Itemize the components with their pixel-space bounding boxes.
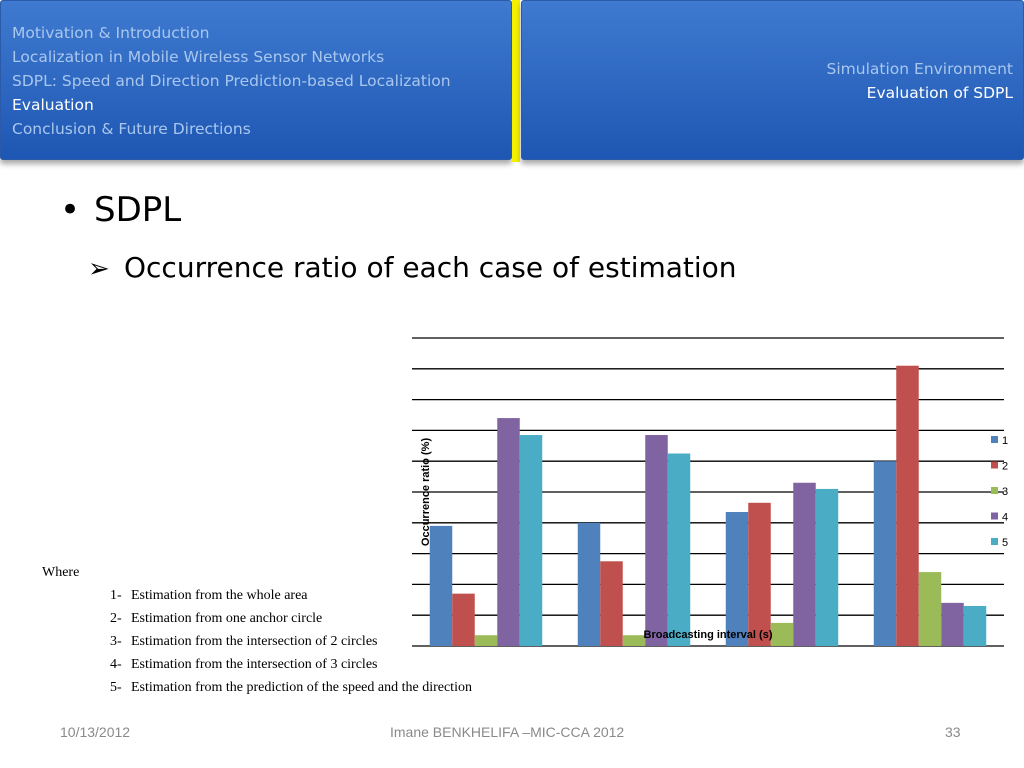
case-text: Estimation from the intersection of 3 ci… [131,657,378,672]
slide-bullet: • SDPL [60,190,181,230]
bar-series-5 [519,435,543,646]
bar-series-4 [793,482,816,646]
bar-series-1 [577,522,601,646]
header-panel-outline: Motivation & Introduction Localization i… [0,0,512,160]
case-number: 5- [110,680,122,695]
chart-x-axis-label: Broadcasting interval (s) [644,629,773,641]
case-item: 4- Estimation from the intersection of 3 … [42,653,377,676]
subnav-item-evaluation-sdpl[interactable]: Evaluation of SDPL [866,84,1013,102]
bar-series-1 [873,461,897,646]
bar-series-2 [600,561,623,646]
case-number: 3- [110,634,122,649]
chart-legend: 1 2 3 4 5 [991,435,1008,549]
nav-item-evaluation[interactable]: Evaluation [12,96,94,114]
header-panel-section: Simulation Environment Evaluation of SDP… [521,0,1024,160]
footer-author: Imane BENKHELIFA –MIC-CCA 2012 [390,724,625,740]
legend-label-4: 4 [1002,512,1008,524]
case-item: 5- Estimation from the prediction of the … [42,676,472,699]
subnav-item-simulation[interactable]: Simulation Environment [826,60,1013,78]
bar-series-5 [815,488,839,646]
case-text: Estimation from the intersection of 2 ci… [131,634,378,649]
case-item: 1- Estimation from the whole area [42,584,308,607]
bullet-dot-icon: • [60,190,81,230]
bar-series-3 [622,635,646,646]
footer-page-number: 33 [945,724,961,740]
occurrence-ratio-chart: Occurrence ratio (%) Broadcasting interv… [412,337,1008,647]
case-item: 3- Estimation from the intersection of 2 … [42,630,377,653]
bullet-text: SDPL [94,190,182,230]
legend-label-1: 1 [1002,435,1008,447]
legend-label-2: 2 [1002,461,1008,473]
case-item: 2- Estimation from one anchor circle [42,607,322,630]
legend-swatch-5 [991,538,998,545]
bar-series-3 [474,635,498,646]
bar-series-4 [497,418,520,646]
slide-subbullet: ➢ Occurrence ratio of each case of estima… [88,251,737,284]
case-legend: Where 1- Estimation from the whole area 2… [42,561,472,699]
case-number: 1- [110,588,122,603]
bar-series-4 [941,602,964,646]
legend-swatch-3 [991,487,998,494]
nav-item-conclusion[interactable]: Conclusion & Future Directions [12,120,251,138]
case-number: 4- [110,657,122,672]
bar-series-4 [645,435,668,646]
legend-label-3: 3 [1002,486,1008,498]
header-divider [512,0,520,162]
where-label: Where [42,565,80,580]
case-list: 1- Estimation from the whole area 2- Estim… [42,584,472,699]
legend-label-5: 5 [1002,537,1008,549]
bar-series-3 [918,572,942,646]
case-number: 2- [110,611,122,626]
bar-series-3 [770,622,794,646]
chart-bars [429,365,987,646]
outline-nav: Motivation & Introduction Localization i… [12,21,451,141]
bar-series-5 [667,453,691,646]
section-nav: Simulation Environment Evaluation of SDP… [827,57,1013,105]
nav-item-localization[interactable]: Localization in Mobile Wireless Sensor N… [12,48,385,66]
footer-date: 10/13/2012 [60,724,131,740]
case-text: Estimation from the prediction of the sp… [131,680,472,695]
legend-swatch-1 [991,436,998,443]
chart-y-axis-label: Occurrence ratio (%) [420,438,432,547]
nav-item-sdpl[interactable]: SDPL: Speed and Direction Prediction-bas… [12,72,451,90]
arrow-bullet-icon: ➢ [88,254,110,284]
bar-series-2 [748,502,771,646]
case-text: Estimation from one anchor circle [131,611,323,626]
bar-series-1 [725,512,749,646]
bar-series-1 [429,525,453,646]
legend-swatch-2 [991,461,998,469]
bar-series-2 [452,593,475,646]
nav-item-motivation[interactable]: Motivation & Introduction [12,24,210,42]
bar-series-5 [963,605,987,646]
subbullet-text: Occurrence ratio of each case of estimat… [124,251,737,284]
case-text: Estimation from the whole area [131,588,308,603]
legend-swatch-4 [991,512,998,520]
bar-series-2 [896,365,919,646]
